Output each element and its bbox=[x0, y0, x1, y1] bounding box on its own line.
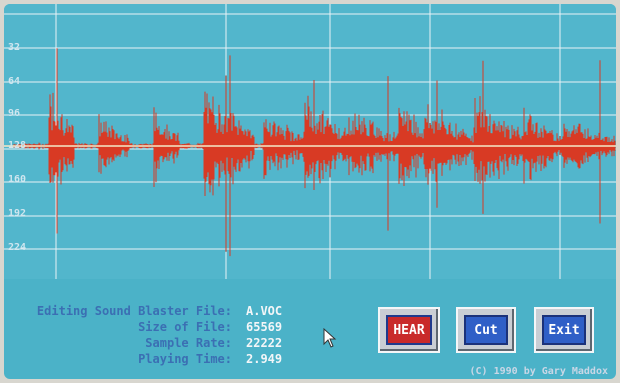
cut-button[interactable]: Cut bbox=[456, 307, 516, 353]
file-label: Editing Sound Blaster File: bbox=[36, 304, 232, 318]
y-label-32: 32 bbox=[8, 42, 21, 53]
size-label: Size of File: bbox=[138, 320, 232, 334]
time-value: 2.949 bbox=[246, 352, 283, 366]
y-label-128: 128 bbox=[8, 140, 27, 151]
exit-button[interactable]: Exit bbox=[534, 307, 594, 353]
app-screen: 32 64 96 128 160 192 224 Editing Sound B… bbox=[4, 4, 616, 379]
size-value: 65569 bbox=[246, 320, 283, 334]
rate-label: Sample Rate: bbox=[145, 336, 232, 350]
y-label-160: 160 bbox=[8, 174, 27, 185]
cut-button-label: Cut bbox=[464, 315, 508, 345]
file-value: A.VOC bbox=[246, 304, 283, 318]
copyright-notice: (C) 1990 by Gary Maddox bbox=[469, 366, 608, 377]
y-label-96: 96 bbox=[8, 108, 21, 119]
rate-value: 22222 bbox=[246, 336, 283, 350]
time-label: Playing Time: bbox=[138, 352, 232, 366]
y-label-64: 64 bbox=[8, 76, 21, 87]
exit-button-label: Exit bbox=[542, 315, 586, 345]
y-label-224: 224 bbox=[8, 242, 27, 253]
hear-button[interactable]: HEAR bbox=[378, 307, 440, 353]
waveform-panel[interactable]: 32 64 96 128 160 192 224 bbox=[4, 4, 616, 279]
waveform-display[interactable] bbox=[4, 4, 616, 279]
hear-button-label: HEAR bbox=[386, 315, 432, 345]
y-label-192: 192 bbox=[8, 208, 27, 219]
mouse-pointer-icon bbox=[323, 328, 337, 348]
